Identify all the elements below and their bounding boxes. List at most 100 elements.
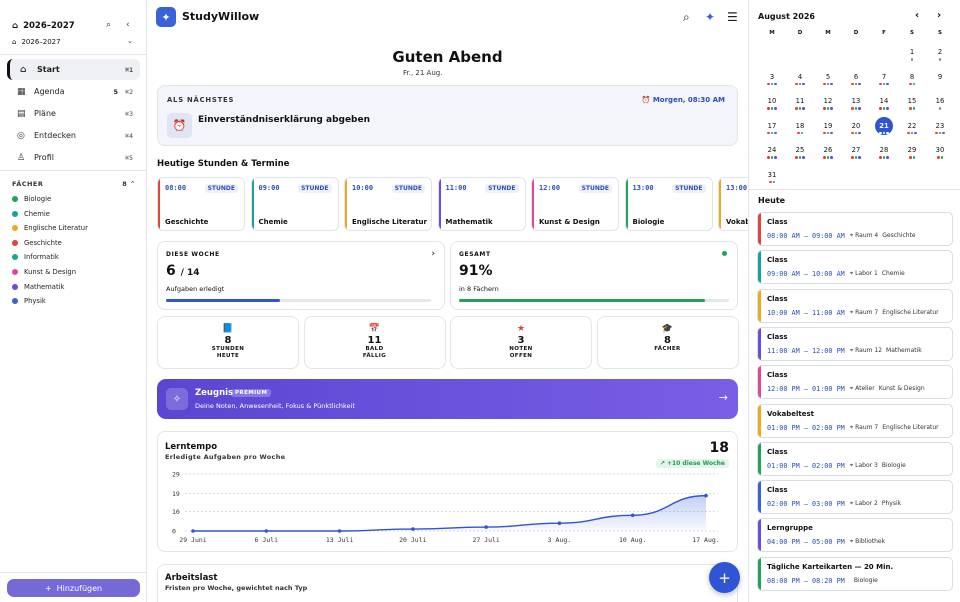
calendar-day[interactable]: 6 — [842, 73, 870, 96]
search-icon[interactable]: ⌕ — [683, 10, 690, 24]
location-pin-icon: ⌖ — [849, 461, 856, 469]
calendar-day[interactable]: 25 — [786, 146, 814, 169]
day-number: 2 — [937, 48, 943, 56]
calendar-day[interactable]: 8 — [898, 73, 926, 96]
sidebar-item-agenda[interactable]: ▦ Agenda 5 ⌘2 — [17, 86, 133, 97]
subject-item[interactable]: Informatik — [12, 253, 59, 261]
calendar-day[interactable]: 7 — [870, 73, 898, 96]
calendar-day[interactable]: 2 — [926, 48, 954, 71]
agenda-event[interactable]: Class 12:00 PM – 01:00 PM ⌖ Atelier Kunst &… — [757, 365, 953, 400]
calendar-day[interactable]: 30 — [926, 146, 954, 169]
alarm-icon: ⏰ — [641, 96, 651, 104]
stat-label: OFFEN — [509, 353, 533, 359]
event-location: Biologie — [853, 576, 878, 584]
agenda-event[interactable]: Class 02:00 PM – 03:00 PM ⌖ Labor 2 Physik — [757, 480, 953, 515]
event-dots — [926, 58, 954, 61]
next-month-icon[interactable]: › — [937, 10, 942, 21]
sidebar-item-start[interactable]: ⌂ Start ⌘1 — [7, 59, 140, 80]
calendar-day[interactable]: 17 — [758, 122, 786, 145]
calendar-day[interactable]: 26 — [814, 146, 842, 169]
sidebar-item-profil[interactable]: ♙ Profil ⌘5 — [17, 152, 133, 163]
agenda-event[interactable]: Class 08:00 AM – 09:00 AM ⌖ Raum 4 Geschich… — [757, 212, 953, 246]
agenda-event[interactable]: Class 10:00 AM – 11:00 AM ⌖ Raum 7 Englisch… — [757, 288, 953, 323]
calendar-day[interactable]: 4 — [786, 73, 814, 96]
calendar-day[interactable]: 12 — [814, 97, 842, 120]
agenda-event[interactable]: Vokabeltest 01:00 PM – 02:00 PM ⌖ Raum 7 En… — [757, 403, 953, 438]
day-number: 18 — [795, 121, 805, 130]
add-fab-button[interactable]: + — [709, 562, 740, 593]
lesson-card[interactable]: 12:00 STUNDE Kunst & Design — [531, 177, 619, 231]
calendar-day[interactable]: 14 — [870, 97, 898, 120]
year-sub-selector[interactable]: ⌂ 2026–2027 — [12, 38, 61, 46]
week-card[interactable]: DIESE WOCHE › 6 / 14 Aufgaben erledigt — [157, 241, 445, 310]
calendar-day[interactable]: 3 — [758, 73, 786, 96]
add-button[interactable]: + Hinzufügen — [7, 579, 140, 597]
lesson-card[interactable]: 13:00 Vokab — [718, 177, 748, 231]
calendar-day[interactable]: 1 — [898, 48, 926, 71]
subjects-header[interactable]: FÄCHER 8 ⌃ — [12, 180, 136, 188]
settings-sliders-icon[interactable]: ☰ — [727, 10, 738, 24]
event-dots — [758, 131, 786, 134]
collapse-icon[interactable]: ‹ — [126, 20, 130, 30]
calendar-day[interactable]: 19 — [814, 122, 842, 145]
subject-item[interactable]: Englische Literatur — [12, 224, 88, 232]
calendar-day[interactable]: 11 — [786, 97, 814, 120]
count-badge: 5 — [113, 87, 118, 96]
lesson-card[interactable]: 10:00 STUNDE Englische Literatur — [344, 177, 432, 231]
calendar-day[interactable]: 27 — [842, 146, 870, 169]
y-tick-label: 19 — [172, 490, 180, 498]
calendar-day[interactable]: 18 — [786, 122, 814, 145]
calendar-day[interactable]: 13 — [842, 97, 870, 120]
zeugnis-banner[interactable]: ✧ Zeugnis PREMIUM Deine Noten, Anwesenhe… — [157, 379, 738, 419]
subject-item[interactable]: Chemie — [12, 210, 50, 218]
agenda-event[interactable]: Class 09:00 AM – 10:00 AM ⌖ Labor 1 Chemie — [757, 250, 953, 285]
stat-card[interactable]: 📅 11 BALD FÄLLIG — [303, 316, 446, 369]
sidebar-item-entdecken[interactable]: ◎ Entdecken ⌘4 — [17, 130, 133, 141]
subject-color-dot — [12, 239, 18, 246]
overall-progress — [459, 299, 729, 302]
calendar-day[interactable]: 29 — [898, 146, 926, 169]
agenda-event[interactable]: Tägliche Karteikarten — 20 Min. 08:00 PM … — [757, 556, 953, 591]
calendar-day[interactable]: 21 — [870, 116, 898, 145]
agenda-event[interactable]: Class 01:00 PM – 02:00 PM ⌖ Labor 3 Biologi… — [757, 441, 953, 476]
calendar-day[interactable]: 23 — [926, 122, 954, 145]
lesson-card[interactable]: 11:00 STUNDE Mathematik — [437, 177, 526, 231]
zeugnis-sub: Deine Noten, Anwesenheit, Fokus & Pünktl… — [195, 402, 355, 410]
subject-item[interactable]: Physik — [12, 297, 46, 305]
calendar-day[interactable]: 15 — [898, 97, 926, 120]
agenda-event[interactable]: Lerngruppe 04:00 PM – 05:00 PM ⌖ Bibliothe… — [757, 518, 953, 553]
day-number: 31 — [767, 170, 777, 179]
stat-card[interactable]: 📘 8 STUNDEN HEUTE — [157, 316, 299, 369]
calendar-day[interactable]: 31 — [758, 171, 786, 194]
lesson-card[interactable]: 13:00 STUNDE Biologie — [624, 177, 713, 231]
calendar-day[interactable]: 9 — [926, 73, 954, 96]
year-selector[interactable]: ⌂ 2026–2027 — [12, 21, 75, 31]
agenda-event[interactable]: Class 11:00 AM – 12:00 PM ⌖ Raum 12 Mathema… — [757, 326, 953, 361]
next-up-card[interactable]: ALS NÄCHSTES ⏰ Morgen, 08:30 AM ⏰ Einver… — [157, 85, 738, 146]
overall-card[interactable]: GESAMT 91% in 8 Fächern — [450, 241, 738, 310]
subject-item[interactable]: Biologie — [12, 195, 51, 203]
shortcut-hint: ⌘3 — [125, 109, 133, 118]
event-time: 09:00 AM – 10:00 AM — [767, 270, 845, 279]
subject-item[interactable]: Kunst & Design — [12, 268, 76, 276]
lesson-card[interactable]: 09:00 STUNDE Chemie — [250, 177, 339, 231]
calendar-day[interactable]: 16 — [926, 97, 954, 120]
search-icon[interactable]: ⌕ — [106, 20, 112, 30]
calendar-day[interactable]: 5 — [814, 73, 842, 96]
stat-card[interactable]: 🎓 8 FÄCHER — [596, 316, 739, 369]
subject-item[interactable]: Geschichte — [12, 239, 62, 247]
lesson-time: 11:00 — [445, 184, 467, 192]
calendar-day[interactable]: 22 — [898, 122, 926, 145]
prev-month-icon[interactable]: ‹ — [915, 10, 920, 21]
sparkle-icon[interactable]: ✦ — [705, 10, 716, 24]
chevron-down-icon[interactable]: ⌄ — [127, 37, 133, 45]
stat-card[interactable]: ★ 3 NOTEN OFFEN — [450, 316, 592, 369]
sidebar-item-pläne[interactable]: ▤ Pläne ⌘3 — [17, 108, 133, 119]
calendar-day[interactable]: 10 — [758, 97, 786, 120]
calendar-day[interactable]: 24 — [758, 146, 786, 169]
calendar-day[interactable]: 20 — [842, 122, 870, 145]
lesson-card[interactable]: 08:00 STUNDE Geschichte — [157, 177, 245, 231]
subject-item[interactable]: Mathematik — [12, 283, 64, 291]
calendar-day[interactable]: 28 — [870, 146, 898, 169]
day-number: 20 — [851, 121, 861, 130]
